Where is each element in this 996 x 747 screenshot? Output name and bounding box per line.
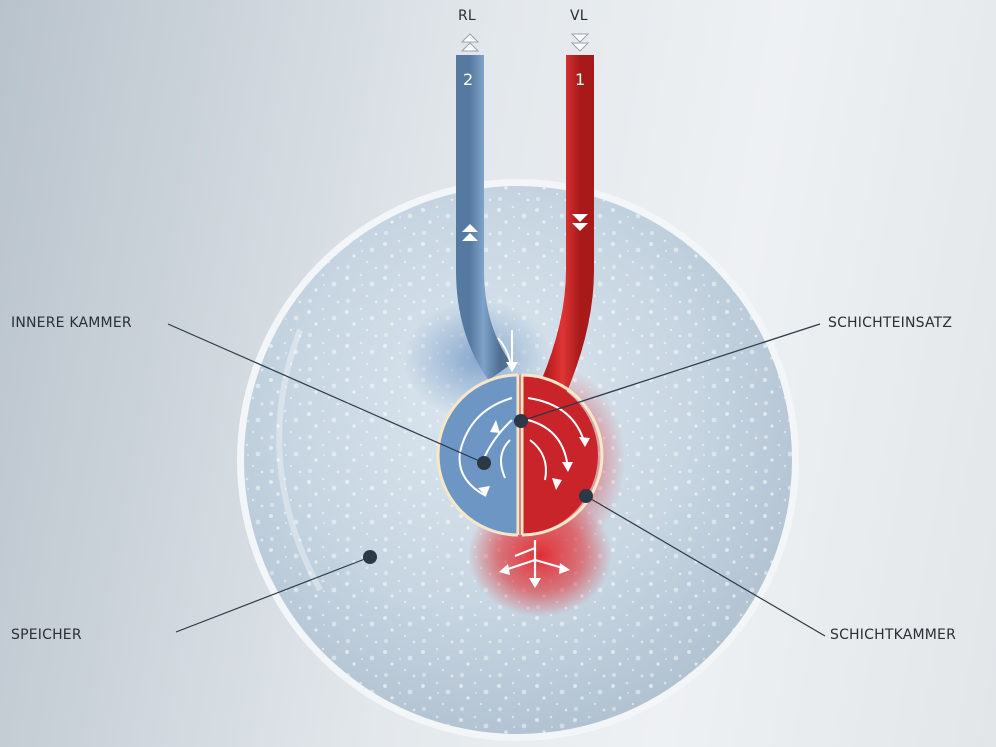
return-port-label: RL [458,8,476,24]
supply-flow-down-icon [572,214,588,231]
supply-port-label: VL [570,8,588,24]
supply-pipe-number: 1 [575,70,586,89]
stratification-chamber-label: SCHICHTKAMMER [830,627,957,643]
inner-chamber-dot [477,456,491,470]
outflow-arrows-icon [499,540,570,588]
storage-dot [363,550,377,564]
stratification-insert-dot [514,414,528,428]
supply-port-arrows-icon [570,33,590,52]
return-port-arrows-icon [460,33,480,52]
storage-tank [237,179,799,741]
stratification-insert [436,373,604,537]
callout-lines [167,323,826,637]
return-flow-up-icon [462,224,478,241]
return-pipe-number: 2 [463,70,474,89]
stratification-chamber-dot [579,489,593,503]
storage-label: SPEICHER [11,627,82,643]
callout-dots [363,414,593,564]
stratification-insert-label: SCHICHTEINSATZ [828,315,953,331]
inner-chamber-label: INNERE KAMMER [11,315,132,331]
inflow-arrows-icon [497,330,518,372]
return-pipe [456,55,512,381]
